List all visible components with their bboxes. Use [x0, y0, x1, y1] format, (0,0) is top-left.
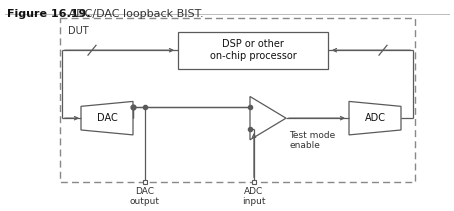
Bar	[60, 18, 415, 182]
Text: ADC: ADC	[365, 113, 385, 123]
Text: DAC
output: DAC output	[130, 187, 160, 207]
Bar	[252, 180, 256, 184]
Text: DAC: DAC	[97, 113, 118, 123]
Bar	[178, 31, 328, 69]
Text: Figure 16.19.: Figure 16.19.	[7, 9, 91, 19]
Polygon shape	[349, 101, 401, 135]
Text: ADC
input: ADC input	[242, 187, 266, 207]
Text: ADC/DAC loopback BIST.: ADC/DAC loopback BIST.	[65, 9, 204, 19]
Bar	[143, 180, 147, 184]
Text: DSP or other
on-chip processor: DSP or other on-chip processor	[210, 39, 296, 61]
Polygon shape	[250, 96, 286, 140]
Text: DUT: DUT	[68, 26, 89, 36]
Text: Test mode
enable: Test mode enable	[289, 131, 335, 150]
Polygon shape	[81, 101, 133, 135]
